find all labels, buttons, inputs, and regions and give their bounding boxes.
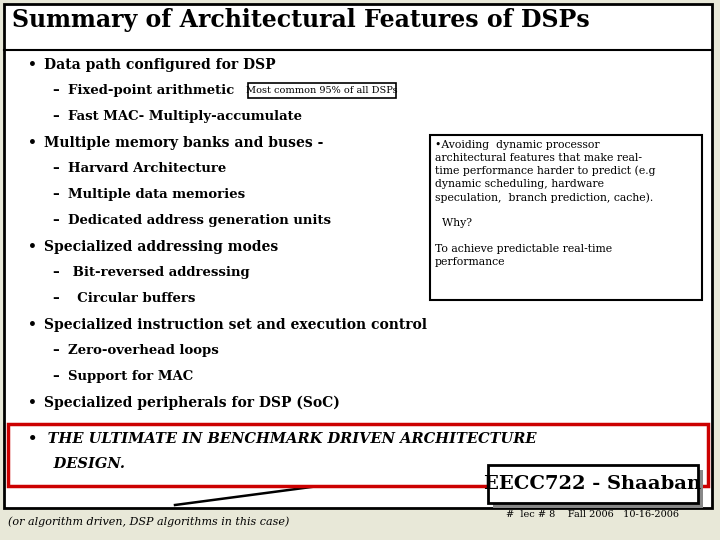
- Text: •Avoiding  dynamic processor
architectural features that make real-
time perform: •Avoiding dynamic processor architectura…: [435, 140, 655, 267]
- Text: –: –: [52, 214, 59, 227]
- Text: •  THE ULTIMATE IN BENCHMARK DRIVEN ARCHITECTURE: • THE ULTIMATE IN BENCHMARK DRIVEN ARCHI…: [28, 432, 536, 446]
- Text: –: –: [52, 162, 59, 175]
- Text: •: •: [28, 318, 37, 332]
- Text: Fixed-point arithmetic: Fixed-point arithmetic: [68, 84, 234, 97]
- Text: Harvard Architecture: Harvard Architecture: [68, 162, 226, 175]
- Text: Multiple data memories: Multiple data memories: [68, 188, 245, 201]
- Text: DESIGN.: DESIGN.: [28, 457, 125, 471]
- Bar: [8, 424, 708, 486]
- Text: Zero-overhead loops: Zero-overhead loops: [68, 344, 219, 357]
- Text: Support for MAC: Support for MAC: [68, 370, 193, 383]
- Text: –: –: [52, 344, 59, 357]
- Text: •: •: [28, 396, 37, 410]
- Text: #  lec # 8    Fall 2006   10-16-2006: # lec # 8 Fall 2006 10-16-2006: [506, 510, 680, 519]
- Text: Data path configured for DSP: Data path configured for DSP: [44, 58, 276, 72]
- Text: –: –: [52, 292, 59, 305]
- Text: •: •: [28, 136, 37, 150]
- Bar: [248, 83, 396, 98]
- Bar: [430, 135, 702, 300]
- Text: Multiple memory banks and buses -: Multiple memory banks and buses -: [44, 136, 323, 150]
- Bar: [488, 465, 698, 503]
- Text: Fast MAC- Multiply-accumulate: Fast MAC- Multiply-accumulate: [68, 110, 302, 123]
- Text: Most common 95% of all DSPs: Most common 95% of all DSPs: [246, 86, 398, 95]
- Text: –: –: [52, 266, 59, 279]
- Text: Specialized peripherals for DSP (SoC): Specialized peripherals for DSP (SoC): [44, 396, 340, 410]
- Text: (or algorithm driven, DSP algorithms in this case): (or algorithm driven, DSP algorithms in …: [8, 516, 289, 526]
- Text: –: –: [52, 84, 59, 97]
- Text: –: –: [52, 370, 59, 383]
- Bar: [493, 470, 703, 508]
- Text: Bit-reversed addressing: Bit-reversed addressing: [68, 266, 250, 279]
- Text: Circular buffers: Circular buffers: [68, 292, 195, 305]
- Text: •: •: [28, 58, 37, 72]
- Text: Specialized addressing modes: Specialized addressing modes: [44, 240, 278, 254]
- Text: –: –: [52, 110, 59, 123]
- Text: –: –: [52, 188, 59, 201]
- Text: Dedicated address generation units: Dedicated address generation units: [68, 214, 331, 227]
- Text: Specialized instruction set and execution control: Specialized instruction set and executio…: [44, 318, 427, 332]
- Text: Summary of Architectural Features of DSPs: Summary of Architectural Features of DSP…: [12, 8, 590, 32]
- Text: •: •: [28, 240, 37, 254]
- Text: EECC722 - Shaaban: EECC722 - Shaaban: [485, 475, 701, 493]
